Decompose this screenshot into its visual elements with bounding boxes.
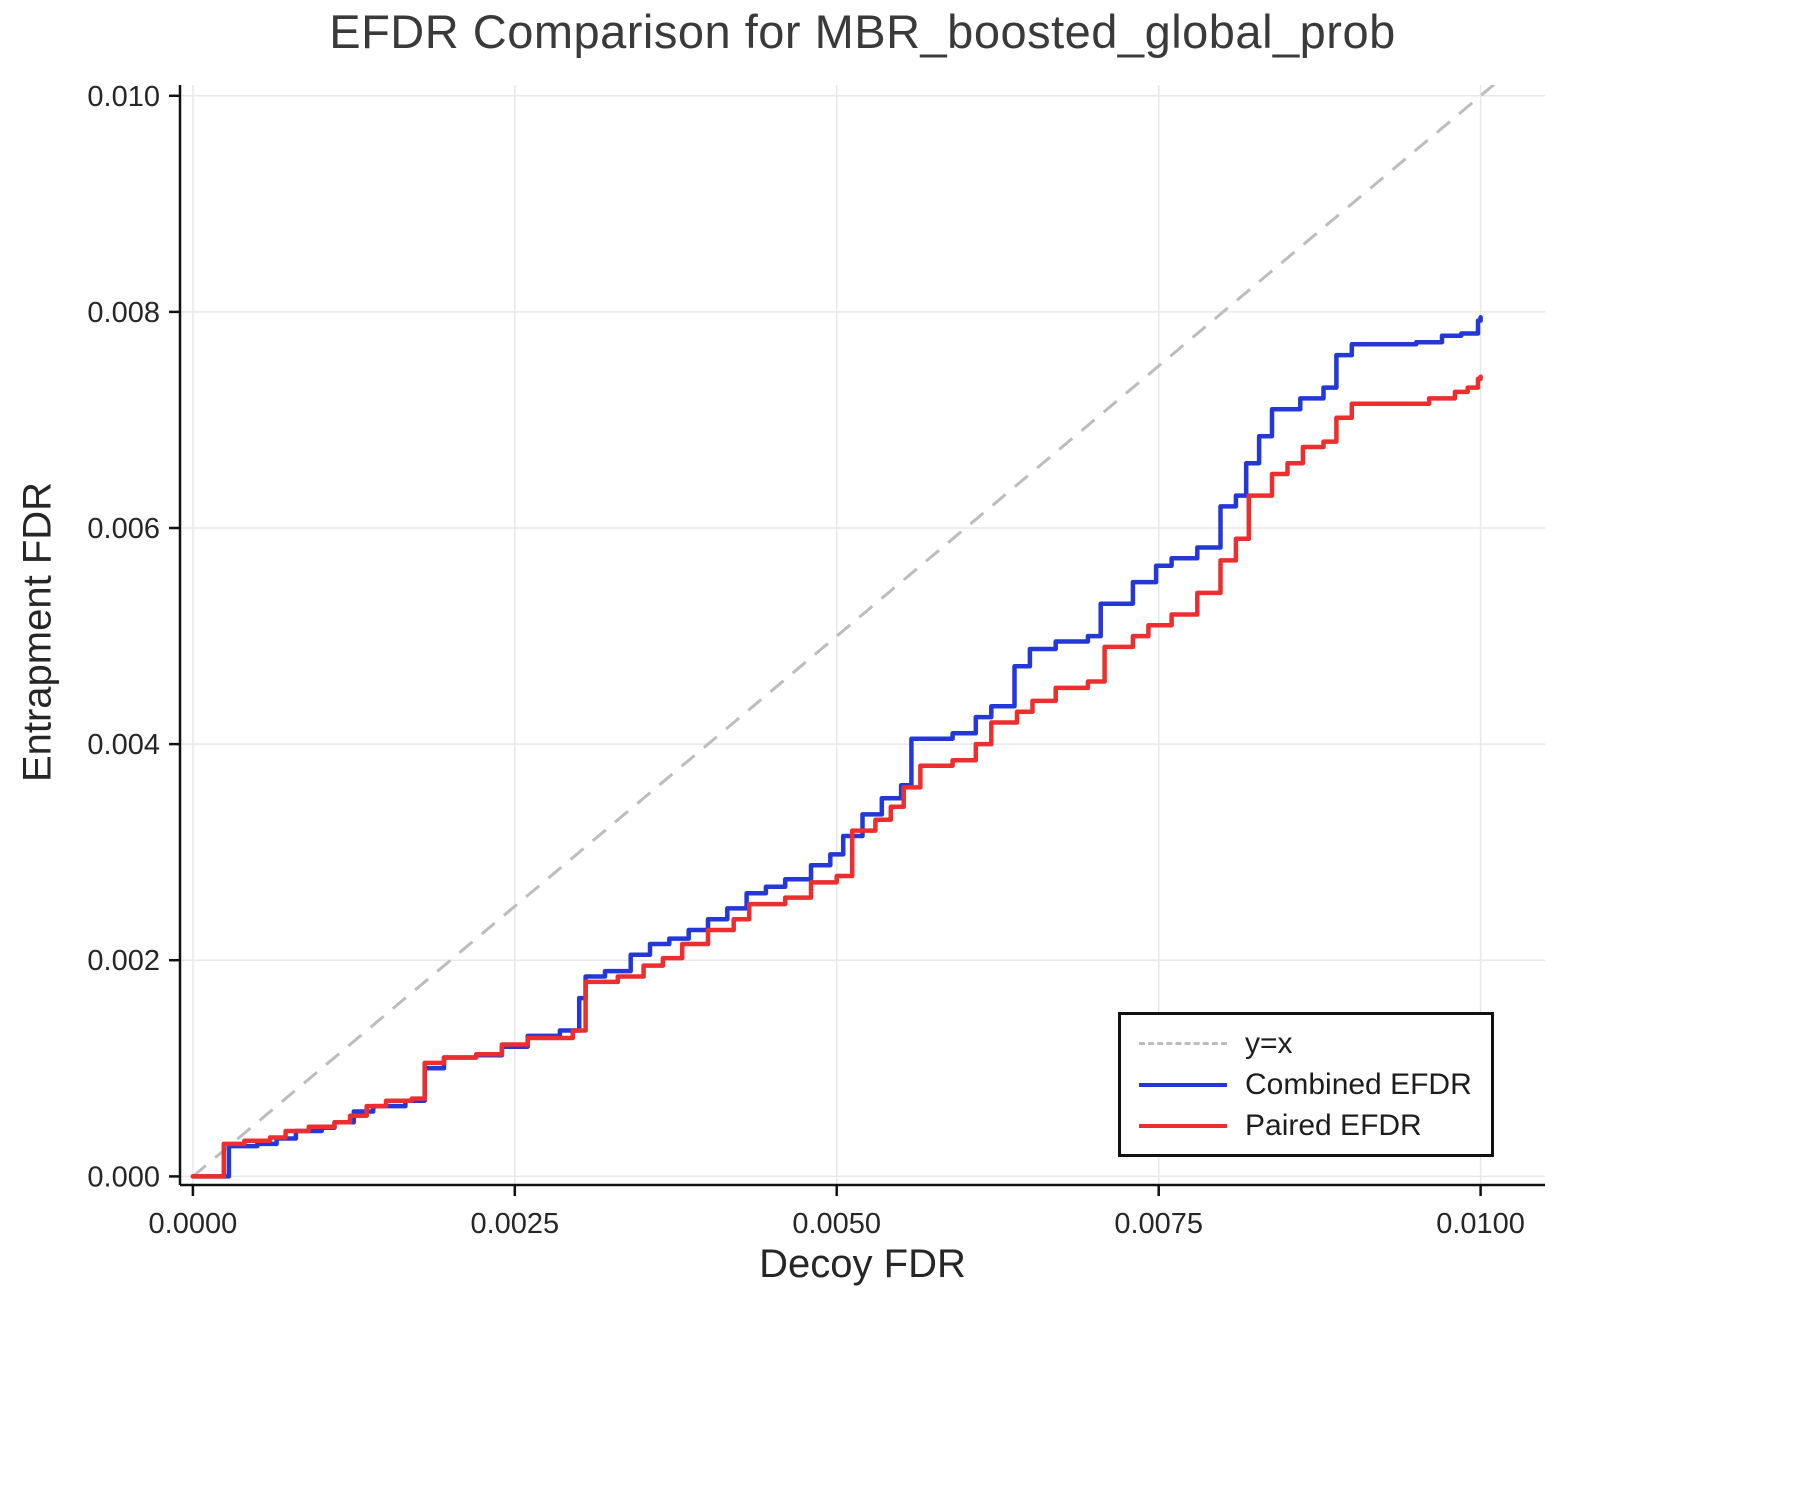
legend-line-sample-paired-efdr bbox=[1139, 1123, 1227, 1128]
y-tick-label: 0.002 bbox=[87, 945, 160, 977]
legend-item-combined-efdr: Combined EFDR bbox=[1121, 1064, 1491, 1105]
legend-item-yx: y=x bbox=[1121, 1023, 1491, 1064]
legend-label-combined-efdr: Combined EFDR bbox=[1245, 1067, 1472, 1101]
x-tick-label: 0.0000 bbox=[149, 1208, 238, 1240]
legend-line-sample-yx bbox=[1139, 1042, 1227, 1045]
y-tick-label: 0.008 bbox=[87, 297, 160, 329]
x-tick-label: 0.0025 bbox=[470, 1208, 559, 1240]
y-axis-label: Entrapment FDR bbox=[15, 481, 60, 783]
y-tick-label: 0.006 bbox=[87, 513, 160, 545]
x-tick-label: 0.0050 bbox=[792, 1208, 881, 1240]
reference-line-yx bbox=[191, 85, 1496, 1178]
chart-title: EFDR Comparison for MBR_boosted_global_p… bbox=[329, 5, 1396, 58]
legend-label-paired-efdr: Paired EFDR bbox=[1245, 1108, 1422, 1142]
legend-line-sample-combined-efdr bbox=[1139, 1082, 1227, 1087]
legend-item-paired-efdr: Paired EFDR bbox=[1121, 1105, 1491, 1146]
y-tick-label: 0.004 bbox=[87, 729, 160, 761]
x-tick-label: 0.0100 bbox=[1436, 1208, 1525, 1240]
legend-label-yx: y=x bbox=[1245, 1026, 1293, 1060]
y-tick-label: 0.010 bbox=[87, 81, 160, 113]
gridlines bbox=[180, 85, 1545, 1185]
x-tick-label: 0.0075 bbox=[1114, 1208, 1203, 1240]
y-tick-label: 0.000 bbox=[87, 1161, 160, 1193]
legend: y=x Combined EFDR Paired EFDR bbox=[1118, 1012, 1494, 1157]
x-axis-label: Decoy FDR bbox=[759, 1242, 966, 1286]
series-line-paired-efdr bbox=[190, 374, 1483, 1179]
